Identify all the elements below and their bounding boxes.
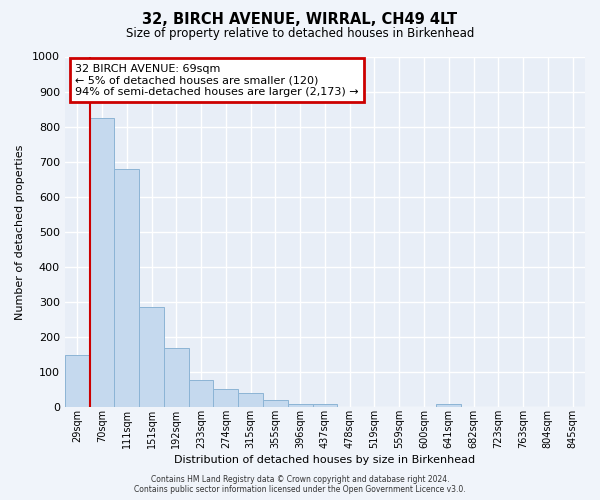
Text: 32, BIRCH AVENUE, WIRRAL, CH49 4LT: 32, BIRCH AVENUE, WIRRAL, CH49 4LT bbox=[142, 12, 458, 28]
Bar bbox=[263, 400, 288, 407]
Bar bbox=[115, 169, 139, 408]
Bar bbox=[188, 380, 214, 407]
Bar bbox=[65, 354, 89, 408]
Bar bbox=[164, 348, 188, 408]
Bar bbox=[214, 388, 238, 407]
Y-axis label: Number of detached properties: Number of detached properties bbox=[15, 144, 25, 320]
Text: Contains HM Land Registry data © Crown copyright and database right 2024.
Contai: Contains HM Land Registry data © Crown c… bbox=[134, 474, 466, 494]
Bar bbox=[238, 392, 263, 407]
Bar bbox=[139, 308, 164, 408]
Text: 32 BIRCH AVENUE: 69sqm
← 5% of detached houses are smaller (120)
94% of semi-det: 32 BIRCH AVENUE: 69sqm ← 5% of detached … bbox=[75, 64, 359, 96]
Bar bbox=[436, 404, 461, 407]
X-axis label: Distribution of detached houses by size in Birkenhead: Distribution of detached houses by size … bbox=[175, 455, 475, 465]
Bar bbox=[288, 404, 313, 407]
Bar bbox=[89, 118, 115, 408]
Bar bbox=[313, 404, 337, 407]
Text: Size of property relative to detached houses in Birkenhead: Size of property relative to detached ho… bbox=[126, 28, 474, 40]
